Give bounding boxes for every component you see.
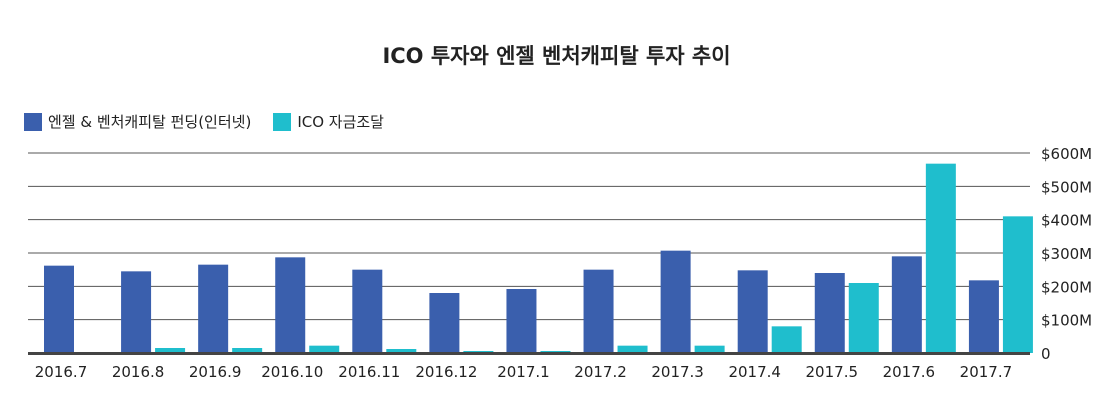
bar-vc (352, 269, 383, 353)
legend-label-ico: ICO 자금조달 (297, 113, 384, 131)
bar-vc (121, 271, 152, 353)
y-tick-label: $500M (1041, 178, 1092, 196)
x-tick-label: 2017.5 (806, 363, 859, 381)
bar-ico (386, 349, 417, 353)
x-tick-label: 2016.7 (35, 363, 88, 381)
y-tick-label: $200M (1041, 278, 1092, 296)
bar-ico (155, 348, 186, 353)
bar-vc (583, 269, 614, 353)
bar-vc (660, 250, 691, 353)
x-tick-label: 2016.8 (112, 363, 165, 381)
bar-vc (968, 280, 999, 353)
x-tick-label: 2016.11 (338, 363, 400, 381)
bar-vc (737, 270, 768, 353)
bar-ico (694, 345, 725, 353)
y-tick-label: 0 (1041, 345, 1051, 363)
x-tick-label: 2017.1 (497, 363, 550, 381)
x-tick-label: 2016.12 (415, 363, 477, 381)
bar-ico (1002, 216, 1033, 353)
bar-ico (309, 345, 340, 353)
bar-ico (617, 345, 648, 353)
bar-ico (848, 283, 879, 353)
y-tick-label: $600M (1041, 145, 1092, 163)
legend-item-vc: 엔젤 & 벤처캐피탈 펀딩(인터넷) (24, 111, 251, 132)
bar-vc (429, 293, 460, 353)
bar-vc (506, 289, 537, 353)
bar-vc (275, 257, 306, 353)
x-tick-label: 2016.10 (261, 363, 323, 381)
bar-vc (44, 265, 74, 353)
x-tick-label: 2016.9 (189, 363, 242, 381)
x-tick-label: 2017.2 (574, 363, 627, 381)
legend-swatch-ico (273, 112, 292, 131)
bar-vc (814, 273, 845, 353)
bar-ico (771, 326, 802, 353)
y-tick-label: $100M (1041, 312, 1092, 330)
x-tick-label: 2017.7 (960, 363, 1013, 381)
legend: 엔젤 & 벤처캐피탈 펀딩(인터넷) ICO 자금조달 (24, 111, 406, 132)
y-tick-label: $400M (1041, 212, 1092, 230)
x-tick-label: 2017.6 (883, 363, 936, 381)
y-tick-label: $300M (1041, 245, 1092, 263)
legend-label-vc: 엔젤 & 벤처캐피탈 펀딩(인터넷) (48, 113, 252, 131)
chart-title: ICO 투자와 엔젤 벤처캐피탈 투자 추이 (382, 44, 731, 68)
bar-ico (925, 163, 956, 353)
bar-vc (891, 256, 922, 353)
x-tick-label: 2017.4 (728, 363, 781, 381)
legend-item-ico: ICO 자금조달 (273, 111, 384, 132)
x-axis-line (28, 352, 1030, 355)
bar-vc (198, 264, 229, 353)
x-tick-label: 2017.3 (651, 363, 704, 381)
bar-ico (232, 348, 263, 353)
legend-swatch-vc (24, 112, 42, 131)
